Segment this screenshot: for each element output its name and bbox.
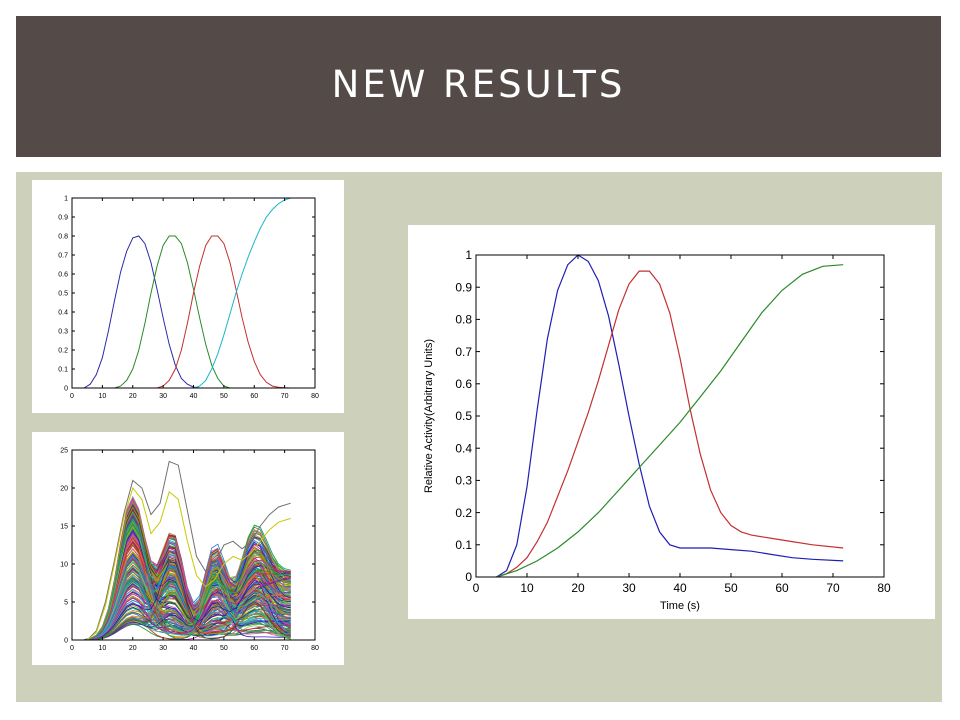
- x-tick-label: 70: [281, 393, 289, 400]
- trace-line: [84, 561, 291, 641]
- x-tick-label: 20: [129, 393, 137, 400]
- x-tick-label: 10: [98, 645, 106, 652]
- series-line-3: [496, 264, 844, 578]
- x-tick-label: 30: [159, 645, 167, 652]
- x-tick-label: 0: [70, 393, 74, 400]
- x-tick-label: 50: [220, 393, 228, 400]
- x-tick-label: 70: [826, 581, 840, 595]
- slide-header: NEW RESULTS: [16, 16, 941, 157]
- trace-line: [84, 569, 291, 641]
- x-tick-label: 10: [98, 393, 106, 400]
- many-traces-chart-panel: 0 10 20 30 40 50 60 70 80 0 5 10 15 20 25: [32, 432, 344, 665]
- trace-line: [84, 529, 291, 641]
- y-tick-label: 0: [64, 385, 68, 392]
- y-tick-label: 0.7: [58, 252, 68, 259]
- y-tick-label: 0.3: [58, 328, 68, 335]
- x-tick-label: 20: [571, 581, 585, 595]
- x-tick-label: 50: [220, 645, 228, 652]
- y-tick-label: 0: [465, 570, 472, 584]
- trace-bundle: [84, 495, 291, 641]
- x-tick-label: 10: [520, 581, 534, 595]
- y-tick-label: 1: [64, 195, 68, 202]
- y-tick-label: 0.2: [455, 506, 472, 520]
- x-axis-label: Time (s): [660, 600, 700, 612]
- y-tick-label: 0.6: [58, 271, 68, 278]
- series-line-2: [496, 270, 844, 578]
- y-tick-label: 0.1: [455, 538, 472, 552]
- trace-line: [84, 549, 291, 641]
- trace-line: [84, 562, 291, 641]
- y-tick-label: 0.8: [58, 233, 68, 240]
- x-tick-label: 80: [311, 645, 319, 652]
- slide-title: NEW RESULTS: [331, 63, 626, 106]
- x-tick-label: 60: [250, 645, 258, 652]
- trace-line: [84, 541, 291, 641]
- x-tick-label: 50: [724, 581, 738, 595]
- relative-activity-chart: 0 10 20 30 40 50 60 70 80 0 0.1 0.2 0.3 0.4 0.5 0.6 0.7 0…: [423, 248, 891, 612]
- y-tick-label: 10: [60, 561, 68, 568]
- x-tick-label: 30: [159, 393, 167, 400]
- trace-line: [84, 519, 291, 641]
- y-tick-label: 0: [64, 637, 68, 644]
- x-tick-label: 80: [311, 393, 319, 400]
- x-tick-label: 40: [190, 645, 198, 652]
- x-tick-label: 80: [877, 581, 891, 595]
- x-tick-label: 20: [129, 645, 137, 652]
- y-tick-label: 0.2: [58, 347, 68, 354]
- y-tick-label: 0.4: [455, 441, 472, 455]
- y-tick-label: 0.1: [58, 366, 68, 373]
- y-tick-label: 0.4: [58, 309, 68, 316]
- x-tick-label: 60: [250, 393, 258, 400]
- y-tick-label: 1: [465, 248, 472, 262]
- trace-line: [84, 512, 291, 641]
- y-tick-label: 0.9: [455, 280, 472, 294]
- x-tick-label: 0: [473, 581, 480, 595]
- y-tick-label: 25: [60, 447, 68, 454]
- y-tick-label: 0.3: [455, 474, 472, 488]
- plot-frame: [475, 254, 885, 578]
- series-line-1: [83, 235, 200, 389]
- trace-line: [84, 570, 291, 641]
- x-tick-label: 70: [281, 645, 289, 652]
- series-line-1: [496, 254, 844, 578]
- many-traces-chart: 0 10 20 30 40 50 60 70 80 0 5 10 15 20 25: [60, 447, 319, 652]
- relative-activity-chart-panel: 0 10 20 30 40 50 60 70 80 0 0.1 0.2 0.3 0.4 0.5 0.6 0.7 0…: [408, 225, 935, 619]
- gaussian-basis-chart: 0 10 20 30 40 50 60 70 80 0 0.1 0.2 0.3 0.4 0.5 0.6 0.7 0…: [58, 195, 319, 400]
- x-tick-label: 0: [70, 645, 74, 652]
- y-tick-label: 5: [64, 599, 68, 606]
- y-tick-label: 0.6: [455, 377, 472, 391]
- x-tick-label: 60: [775, 581, 789, 595]
- trace-line: [84, 566, 291, 641]
- y-tick-label: 0.8: [455, 313, 472, 327]
- y-tick-label: 15: [60, 523, 68, 530]
- x-tick-label: 40: [673, 581, 687, 595]
- trace-line: [84, 577, 291, 641]
- series-line-4: [193, 197, 291, 389]
- series-line-1: [86, 460, 291, 641]
- gaussian-basis-chart-panel: 0 10 20 30 40 50 60 70 80 0 0.1 0.2 0.3 0.4 0.5 0.6 0.7 0…: [32, 180, 344, 413]
- series-line-2: [114, 235, 231, 389]
- y-tick-label: 0.5: [455, 409, 472, 423]
- y-tick-label: 0.5: [58, 290, 68, 297]
- y-axis-label: Relative Activity(Arbitrary Units): [423, 339, 435, 493]
- series-line-3: [156, 235, 291, 389]
- y-tick-label: 0.9: [58, 214, 68, 221]
- x-tick-label: 40: [190, 393, 198, 400]
- x-tick-label: 30: [622, 581, 636, 595]
- trace-line: [84, 542, 291, 641]
- trace-line: [84, 598, 291, 641]
- y-tick-label: 0.7: [455, 345, 472, 359]
- series-line-2: [86, 486, 291, 641]
- y-tick-label: 20: [60, 485, 68, 492]
